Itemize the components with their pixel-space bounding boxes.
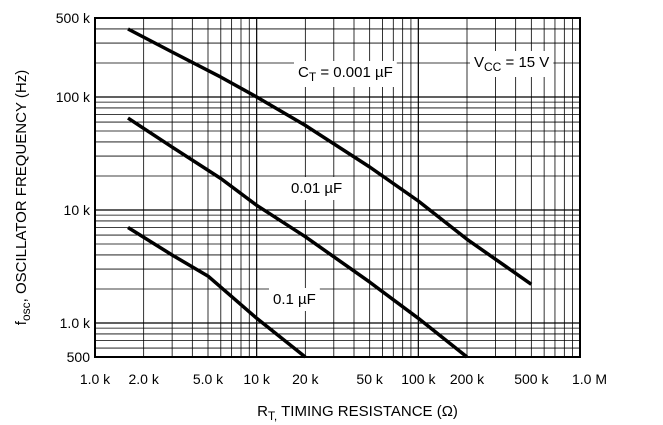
x-tick-label: 500 k — [514, 371, 549, 387]
x-tick-label: 2.0 k — [128, 371, 159, 387]
x-tick-label: 100 k — [401, 371, 436, 387]
vcc-label-background — [470, 51, 554, 77]
y-tick-label: 500 — [67, 349, 91, 365]
x-tick-label: 200 k — [450, 371, 485, 387]
x-tick-label: 1.0 M — [572, 371, 607, 387]
vcc-annotation: VCC = 15 V — [474, 54, 549, 74]
c2-label-background — [287, 177, 347, 200]
x-tick-label: 20 k — [292, 371, 319, 387]
c2-annotation: 0.01 µF — [291, 180, 342, 197]
c3-annotation: 0.1 µF — [273, 291, 316, 308]
y-tick-labels: 500 1.0 k 10 k 100 k 500 k — [56, 10, 91, 365]
y-tick-label: 10 k — [64, 202, 91, 218]
x-tick-label: 50 k — [356, 371, 383, 387]
plot-frame — [94, 17, 581, 358]
x-tick-labels: 1.0 k 2.0 k 5.0 k 10 k 20 k 50 k 100 k 200 k 500… — [80, 371, 607, 387]
x-axis-title: RT, TIMING RESISTANCE (Ω) — [257, 403, 458, 423]
series-lines — [127, 27, 533, 359]
x-tick-label: 10 k — [243, 371, 270, 387]
c3-label-background — [269, 288, 320, 311]
y-axis-title: fosc, OSCILLATOR FREQUENCY (Hz) — [13, 70, 33, 325]
ct-label-background — [294, 61, 397, 87]
series-line — [127, 226, 307, 359]
y-tick-label: 500 k — [56, 10, 91, 26]
y-tick-label: 100 k — [56, 89, 91, 105]
series-line — [127, 27, 533, 286]
y-tick-label: 1.0 k — [60, 315, 91, 331]
ct-annotation: CT = 0.001 µF — [298, 64, 393, 84]
series-line — [127, 116, 469, 359]
x-tick-label: 1.0 k — [80, 371, 111, 387]
x-tick-label: 5.0 k — [193, 371, 224, 387]
